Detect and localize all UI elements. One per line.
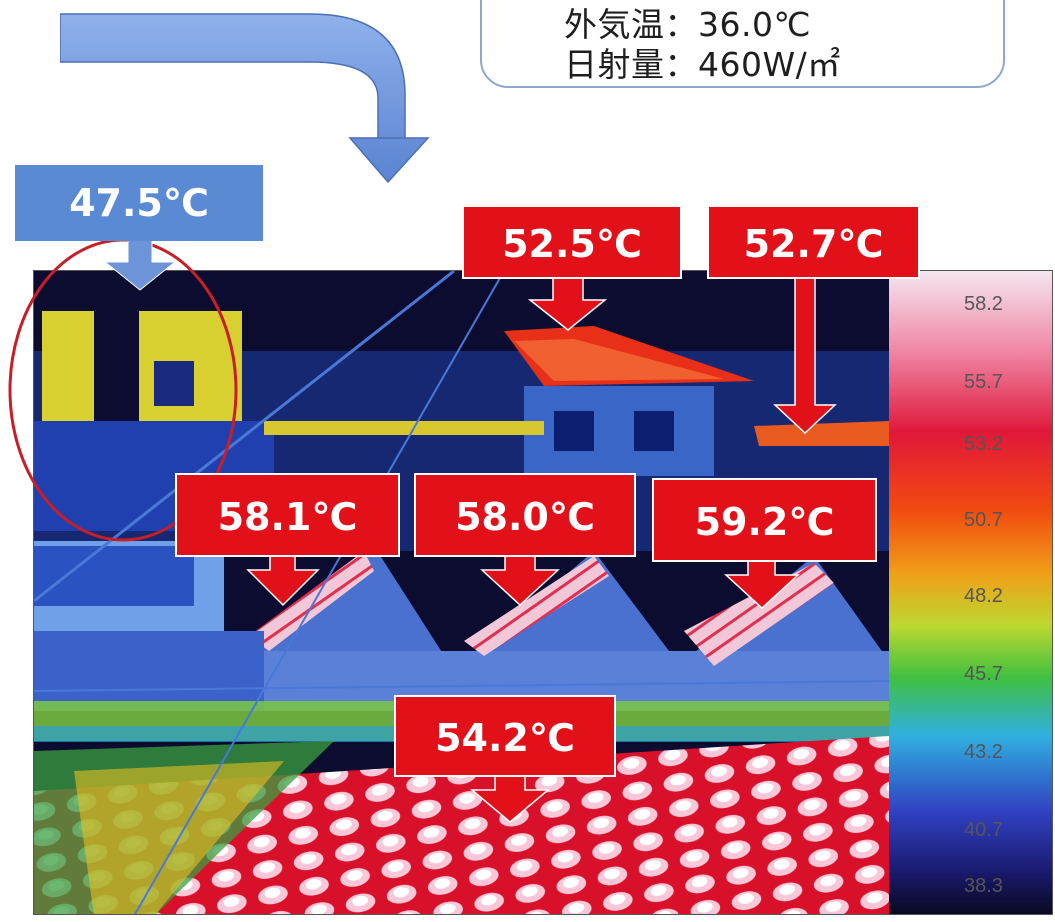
scale-tick: 55.7 — [964, 371, 1003, 393]
callout-roof-foreground: 54.2℃ — [394, 695, 616, 777]
callout-left-building: 47.5℃ — [15, 165, 263, 241]
scale-tick: 40.7 — [964, 819, 1003, 841]
callout-roof-mid-right: 59.2℃ — [652, 478, 877, 562]
scale-tick: 58.2 — [964, 293, 1003, 315]
callout-roof-top-right: 52.7℃ — [707, 205, 920, 279]
conditions-box: 外気温：36.0℃ 日射量：460W/㎡ — [480, 0, 1005, 88]
scale-tick: 43.2 — [964, 741, 1003, 763]
callout-roof-mid-center: 58.0℃ — [414, 473, 636, 557]
scale-tick: 53.2 — [964, 433, 1003, 455]
solar-radiation: 日射量：460W/㎡ — [564, 45, 841, 84]
scale-tick: 48.2 — [964, 585, 1003, 607]
scale-tick: 50.7 — [964, 509, 1003, 531]
callout-roof-top-center: 52.5℃ — [462, 205, 682, 279]
outdoor-temperature: 外気温：36.0℃ — [564, 5, 812, 44]
curved-arrow-icon — [60, 13, 430, 184]
scale-tick: 38.3 — [964, 875, 1003, 897]
callout-roof-mid-left: 58.1℃ — [175, 473, 400, 557]
scale-tick: 45.7 — [964, 663, 1003, 685]
